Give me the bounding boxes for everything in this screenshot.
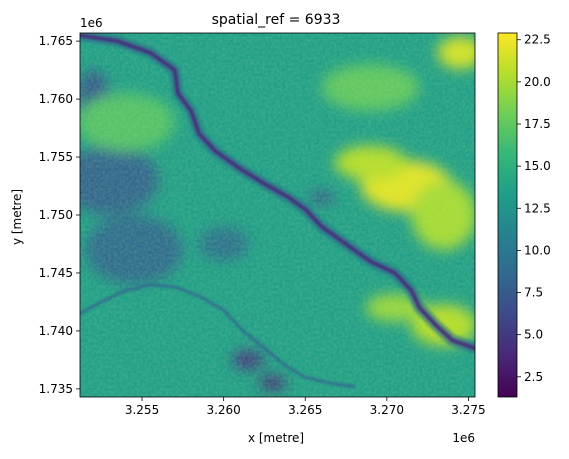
colorbar-tick-label: 22.5 — [524, 33, 551, 47]
chart-title: spatial_ref = 6933 — [212, 12, 341, 28]
colorbar-tick-label: 5.0 — [524, 328, 543, 342]
colorbar-tick-label: 2.5 — [524, 370, 543, 384]
colorbar-tick-label: 17.5 — [524, 117, 551, 131]
x-tick-label: 3.265 — [288, 403, 322, 417]
y-tick-label: 1.750 — [39, 208, 73, 222]
x-offset-label: 1e6 — [452, 431, 475, 445]
colorbar-ticks: 2.5 5.0 7.5 10.0 12.5 15.0 17.5 20.0 22.5 — [517, 33, 551, 384]
y-axis: 1.735 1.740 1.745 1.750 1.755 1.760 1.765 — [39, 34, 80, 396]
main-river — [80, 33, 475, 351]
y-offset-label: 1e6 — [80, 16, 103, 30]
y-tick-label: 1.765 — [39, 34, 73, 48]
x-tick-label: 3.260 — [206, 403, 240, 417]
tributary-river — [80, 283, 356, 389]
colorbar-tick-label: 12.5 — [524, 201, 551, 215]
x-tick-label: 3.255 — [125, 403, 159, 417]
x-axis-label: x [metre] — [248, 431, 304, 445]
heatmap-texture — [80, 33, 475, 397]
colorbar-tick-label: 10.0 — [524, 243, 551, 257]
x-tick-label: 3.275 — [451, 403, 485, 417]
river-features — [80, 33, 475, 389]
y-tick-label: 1.745 — [39, 266, 73, 280]
y-axis-label: y [metre] — [10, 189, 24, 245]
colorbar-tick-label: 15.0 — [524, 159, 551, 173]
y-tick-label: 1.735 — [39, 382, 73, 396]
x-tick-label: 3.270 — [370, 403, 404, 417]
y-tick-label: 1.755 — [39, 150, 73, 164]
y-tick-label: 1.760 — [39, 92, 73, 106]
colorbar-tick-label: 7.5 — [524, 286, 543, 300]
plot-area — [80, 33, 475, 397]
x-axis: 3.255 3.260 3.265 3.270 3.275 — [125, 397, 486, 417]
colorbar: 2.5 5.0 7.5 10.0 12.5 15.0 17.5 20.0 22.5 — [497, 32, 551, 398]
colorbar-tick-label: 20.0 — [524, 75, 551, 89]
colorbar-gradient — [497, 32, 518, 398]
y-tick-label: 1.740 — [39, 324, 73, 338]
